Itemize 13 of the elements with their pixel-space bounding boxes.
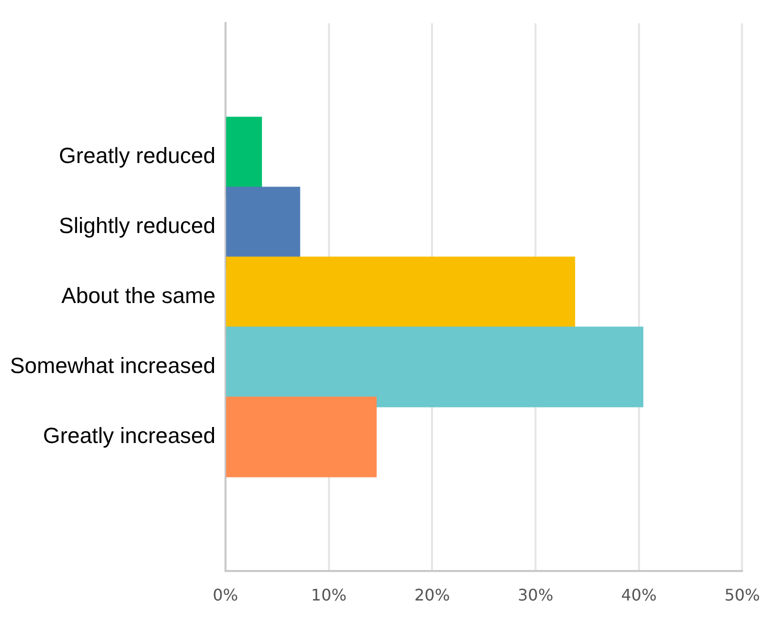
x-tick-label: 10% — [311, 586, 347, 605]
y-tick-label: Greatly increased — [43, 423, 216, 448]
x-tick-label: 30% — [518, 586, 554, 605]
x-tick-label: 20% — [414, 586, 450, 605]
y-tick-label: Somewhat increased — [10, 353, 216, 378]
y-tick-label: Slightly reduced — [58, 213, 216, 238]
x-tick-label: 40% — [621, 586, 657, 605]
x-tick-label: 50% — [724, 586, 760, 605]
y-tick-label: Greatly reduced — [58, 143, 216, 168]
x-tick-label: 0% — [212, 586, 238, 605]
y-tick-label: About the same — [61, 283, 216, 308]
bar — [226, 326, 644, 408]
bar — [226, 396, 377, 478]
